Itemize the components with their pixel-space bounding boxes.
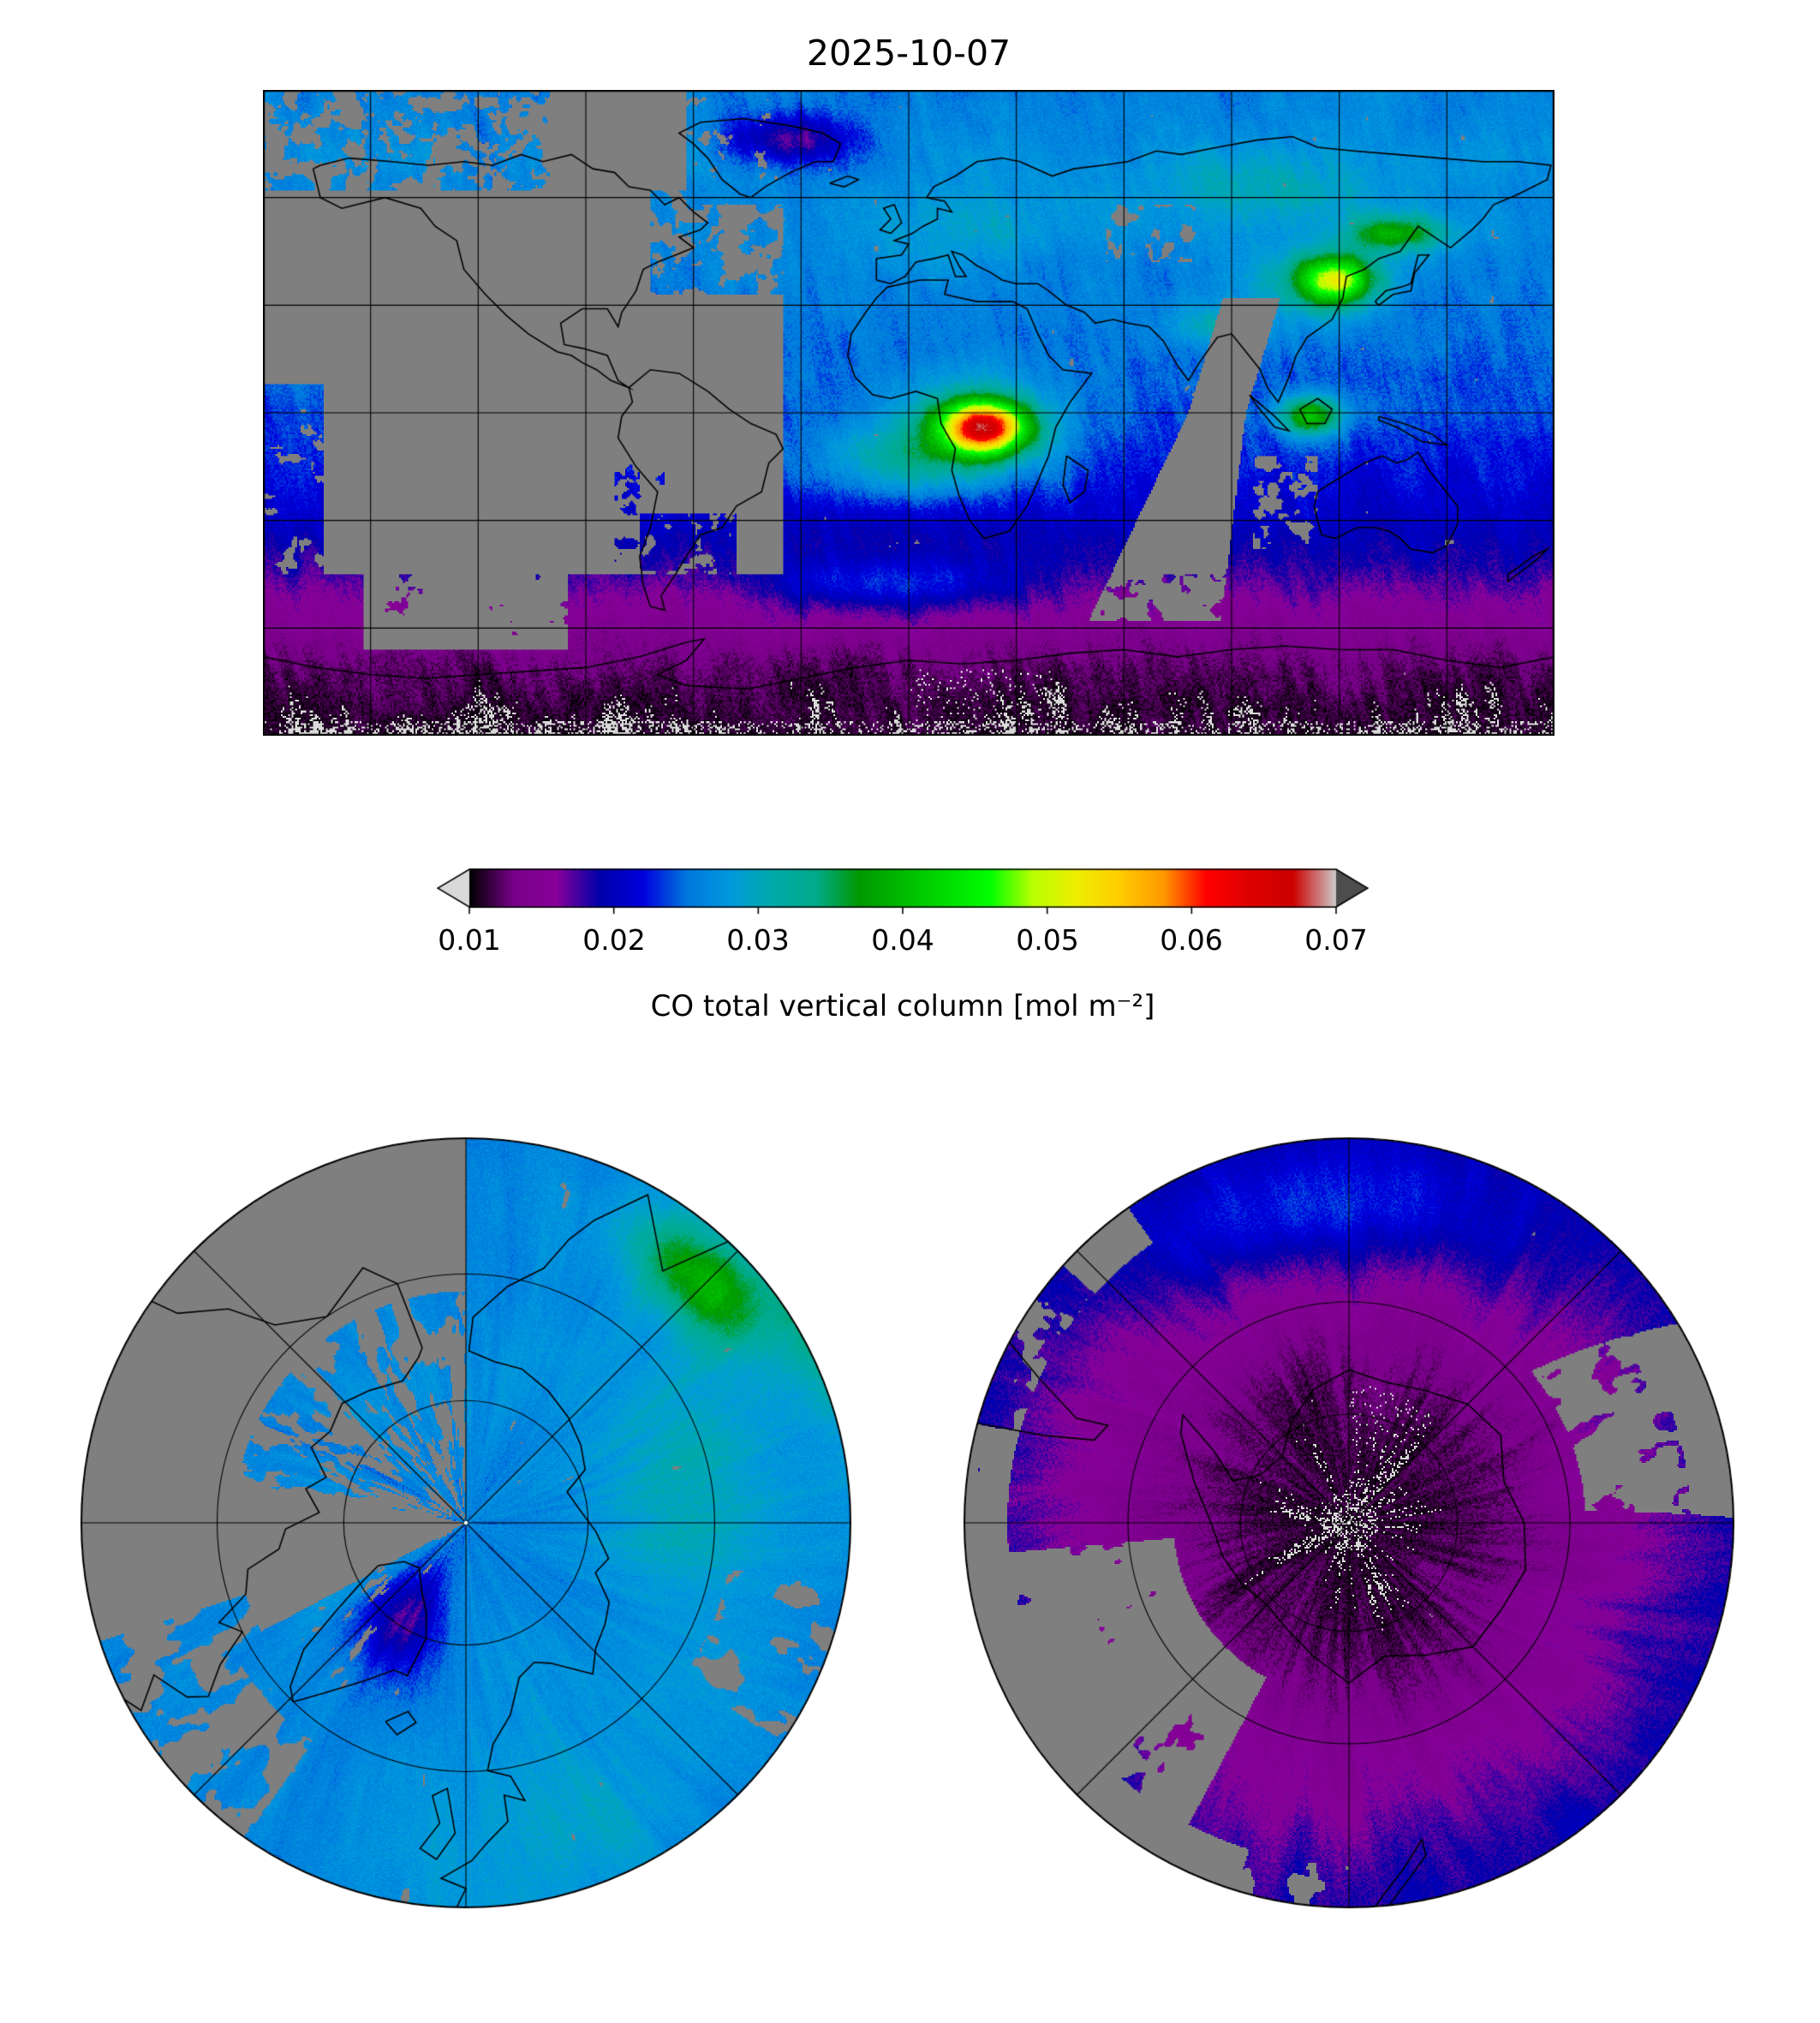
world-map-overlay <box>263 90 1554 736</box>
colorbar-tick-label: 0.03 <box>726 923 790 957</box>
colorbar <box>437 868 1369 915</box>
world-map-panel <box>263 90 1554 736</box>
south-polar-map-overlay <box>959 1133 1739 1913</box>
colorbar-tick-label: 0.04 <box>871 923 934 957</box>
colorbar-label: CO total vertical column [mol m⁻²] <box>650 989 1155 1023</box>
colorbar-tick-label: 0.06 <box>1160 923 1223 957</box>
north-polar-map-overlay <box>76 1133 856 1913</box>
plot-title: 2025-10-07 <box>806 33 1011 74</box>
north-polar-map-panel <box>76 1133 856 1913</box>
south-polar-map-panel <box>959 1133 1739 1913</box>
colorbar-tick-label: 0.07 <box>1304 923 1368 957</box>
colorbar-tick-label: 0.02 <box>582 923 646 957</box>
colorbar-tick-label: 0.05 <box>1016 923 1079 957</box>
colorbar-tick-label: 0.01 <box>438 923 501 957</box>
